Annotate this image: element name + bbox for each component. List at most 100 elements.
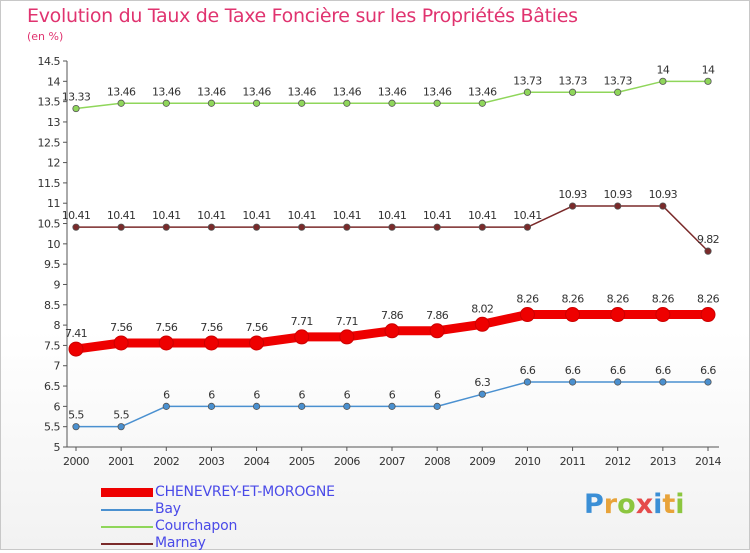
data-label: 6.6 — [565, 364, 581, 377]
data-label: 8.26 — [516, 293, 539, 306]
data-label: 6.6 — [520, 364, 536, 377]
data-label: 10.41 — [378, 209, 407, 222]
data-point — [474, 316, 490, 332]
data-label: 13.46 — [423, 85, 452, 98]
legend-swatch — [101, 488, 153, 497]
legend-swatch — [101, 509, 153, 511]
logo-letter: x — [635, 489, 654, 520]
legend-item: Marnay — [101, 535, 401, 553]
x-tick-label: 2002 — [153, 455, 179, 468]
data-point — [704, 77, 712, 85]
data-point — [610, 307, 626, 323]
y-tick-label: 8 — [54, 319, 61, 332]
x-tick-label: 2009 — [469, 455, 495, 468]
legend-swatch — [101, 526, 153, 528]
data-point — [113, 335, 129, 351]
data-point — [343, 99, 351, 107]
logo-letter: r — [603, 489, 618, 520]
data-point — [207, 402, 216, 410]
series-courchapon: 13.33 13.46 13.46 13.46 13.46 13.46 13.46 13.46… — [62, 63, 716, 113]
data-point — [388, 99, 396, 107]
data-point — [294, 329, 310, 345]
data-point — [162, 223, 170, 231]
data-label: 5.5 — [68, 409, 84, 422]
logo-letter: o — [617, 489, 636, 520]
data-label: 10.41 — [333, 209, 362, 222]
data-point — [655, 307, 671, 323]
series-chenevrey-et-morogne: 7.41 7.56 7.56 7.56 7.56 7.71 7.71 7.86 7.86 8.02… — [65, 293, 720, 357]
y-tick-label: 5 — [54, 441, 61, 454]
y-tick-label: 9.5 — [44, 258, 60, 271]
data-label: 8.26 — [607, 293, 630, 306]
logo-letter: t — [662, 489, 676, 520]
data-point — [207, 99, 216, 107]
data-point — [252, 402, 261, 410]
data-label: 13.73 — [513, 74, 542, 87]
legend-item: CHENEVREY-ET-MOROGNE — [101, 484, 401, 502]
x-tick-label: 2012 — [605, 455, 631, 468]
data-point — [614, 378, 622, 386]
legend-label: Marnay — [155, 535, 206, 551]
data-point — [659, 77, 667, 85]
data-label: 7.56 — [246, 321, 269, 334]
data-point — [568, 378, 577, 386]
y-tick-label: 10 — [47, 238, 60, 251]
data-point — [72, 423, 80, 431]
data-point — [659, 378, 667, 386]
data-label: 6 — [253, 388, 260, 401]
data-point — [298, 223, 306, 231]
x-tick-label: 2013 — [650, 455, 676, 468]
data-point — [478, 223, 486, 231]
data-label: 8.02 — [471, 302, 493, 315]
data-point — [68, 341, 84, 357]
data-label: 6 — [434, 388, 441, 401]
data-label: 8.26 — [697, 293, 720, 306]
data-label: 13.73 — [558, 74, 587, 87]
data-label: 7.56 — [110, 321, 133, 334]
data-label: 13.73 — [603, 74, 632, 87]
data-label: 6 — [299, 388, 306, 401]
data-label: 13.46 — [468, 85, 497, 98]
data-label: 5.5 — [113, 409, 129, 422]
data-label: 6 — [344, 388, 351, 401]
data-label: 6.6 — [655, 364, 671, 377]
y-axis-unit-label: (en %) — [27, 30, 64, 43]
data-point — [252, 223, 261, 231]
data-label: 9.82 — [697, 233, 719, 246]
data-label: 13.46 — [197, 85, 226, 98]
data-point — [339, 329, 355, 345]
data-label: 10.41 — [287, 209, 316, 222]
y-tick-label: 11 — [47, 197, 60, 210]
data-label: 6 — [389, 388, 396, 401]
x-tick-label: 2004 — [244, 455, 270, 468]
data-label: 13.33 — [62, 91, 91, 104]
y-tick-label: 9 — [54, 278, 61, 291]
data-point — [704, 378, 712, 386]
data-point — [614, 88, 622, 96]
legend-item: Bay — [101, 501, 401, 519]
chart-title: Evolution du Taux de Taxe Foncière sur l… — [27, 5, 578, 27]
data-point — [523, 223, 532, 231]
data-point — [117, 423, 125, 431]
y-tick-label: 5.5 — [44, 421, 60, 434]
data-point — [478, 390, 486, 398]
data-point — [252, 99, 261, 107]
data-label: 7.71 — [291, 315, 313, 328]
x-tick-label: 2006 — [334, 455, 360, 468]
data-point — [565, 307, 581, 323]
data-point — [433, 223, 441, 231]
data-point — [523, 378, 532, 386]
data-label: 7.86 — [381, 309, 404, 322]
data-point — [388, 402, 396, 410]
data-point — [433, 99, 441, 107]
data-point — [704, 247, 712, 255]
data-label: 8.26 — [562, 293, 585, 306]
data-point — [249, 335, 265, 351]
data-label: 10.41 — [62, 209, 91, 222]
data-point — [659, 202, 667, 210]
data-label: 10.93 — [649, 188, 678, 201]
logo-letter: i — [653, 489, 663, 520]
legend-label: Courchapon — [155, 518, 238, 534]
data-point — [162, 402, 170, 410]
